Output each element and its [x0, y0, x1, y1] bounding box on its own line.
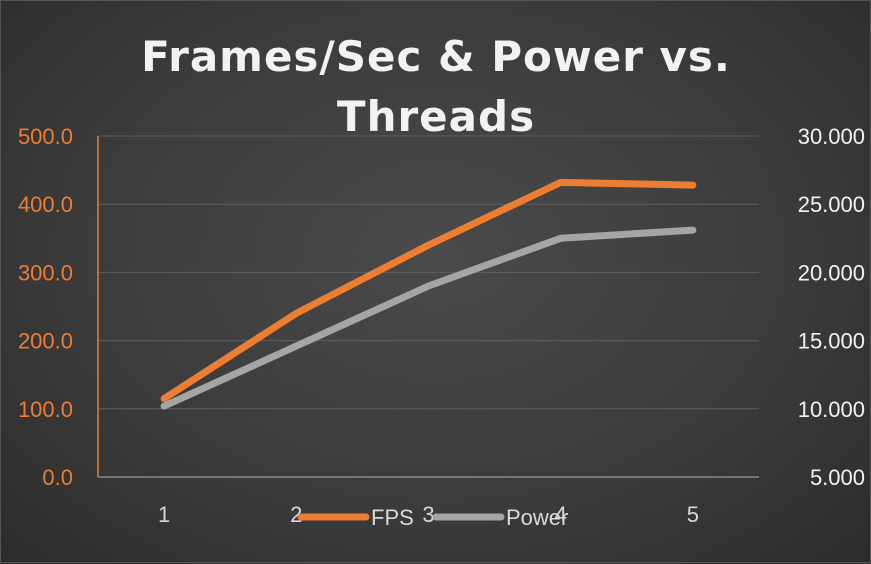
- x-tick-label: 4: [555, 502, 567, 527]
- right-tick-label: 15.000: [798, 329, 865, 354]
- chart-title-line-2: Threads: [337, 92, 535, 141]
- left-tick-label: 400.0: [18, 192, 73, 217]
- gridlines: [98, 135, 759, 410]
- right-axis-ticks: 5.000 10.000 15.000 20.000 25.000 30.000: [798, 124, 865, 490]
- right-tick-label: 5.000: [810, 465, 865, 490]
- x-tick-label: 2: [290, 502, 302, 527]
- left-tick-label: 100.0: [18, 397, 73, 422]
- legend-label-power: Power: [506, 505, 568, 530]
- x-axis-ticks: 1 2 3 4 5: [158, 502, 699, 527]
- left-tick-label: 300.0: [18, 260, 73, 285]
- left-axis-ticks: 0.0 100.0 200.0 300.0 400.0 500.0: [18, 124, 73, 490]
- right-tick-label: 20.000: [798, 260, 865, 285]
- series-lines: [160, 178, 697, 410]
- left-tick-label: 500.0: [18, 124, 73, 149]
- right-tick-label: 30.000: [798, 124, 865, 149]
- legend: FPS Power: [297, 505, 568, 530]
- x-tick-label: 1: [158, 502, 170, 527]
- right-tick-label: 10.000: [798, 397, 865, 422]
- left-tick-label: 0.0: [42, 465, 73, 490]
- axes: [97, 136, 759, 478]
- series-line-power: [160, 226, 697, 410]
- left-tick-label: 200.0: [18, 329, 73, 354]
- legend-label-fps: FPS: [371, 505, 414, 530]
- x-tick-label: 3: [422, 502, 434, 527]
- chart-title-line-1: Frames/Sec & Power vs.: [141, 32, 731, 81]
- right-tick-label: 25.000: [798, 192, 865, 217]
- series-line-fps: [160, 178, 697, 403]
- x-tick-label: 5: [687, 502, 699, 527]
